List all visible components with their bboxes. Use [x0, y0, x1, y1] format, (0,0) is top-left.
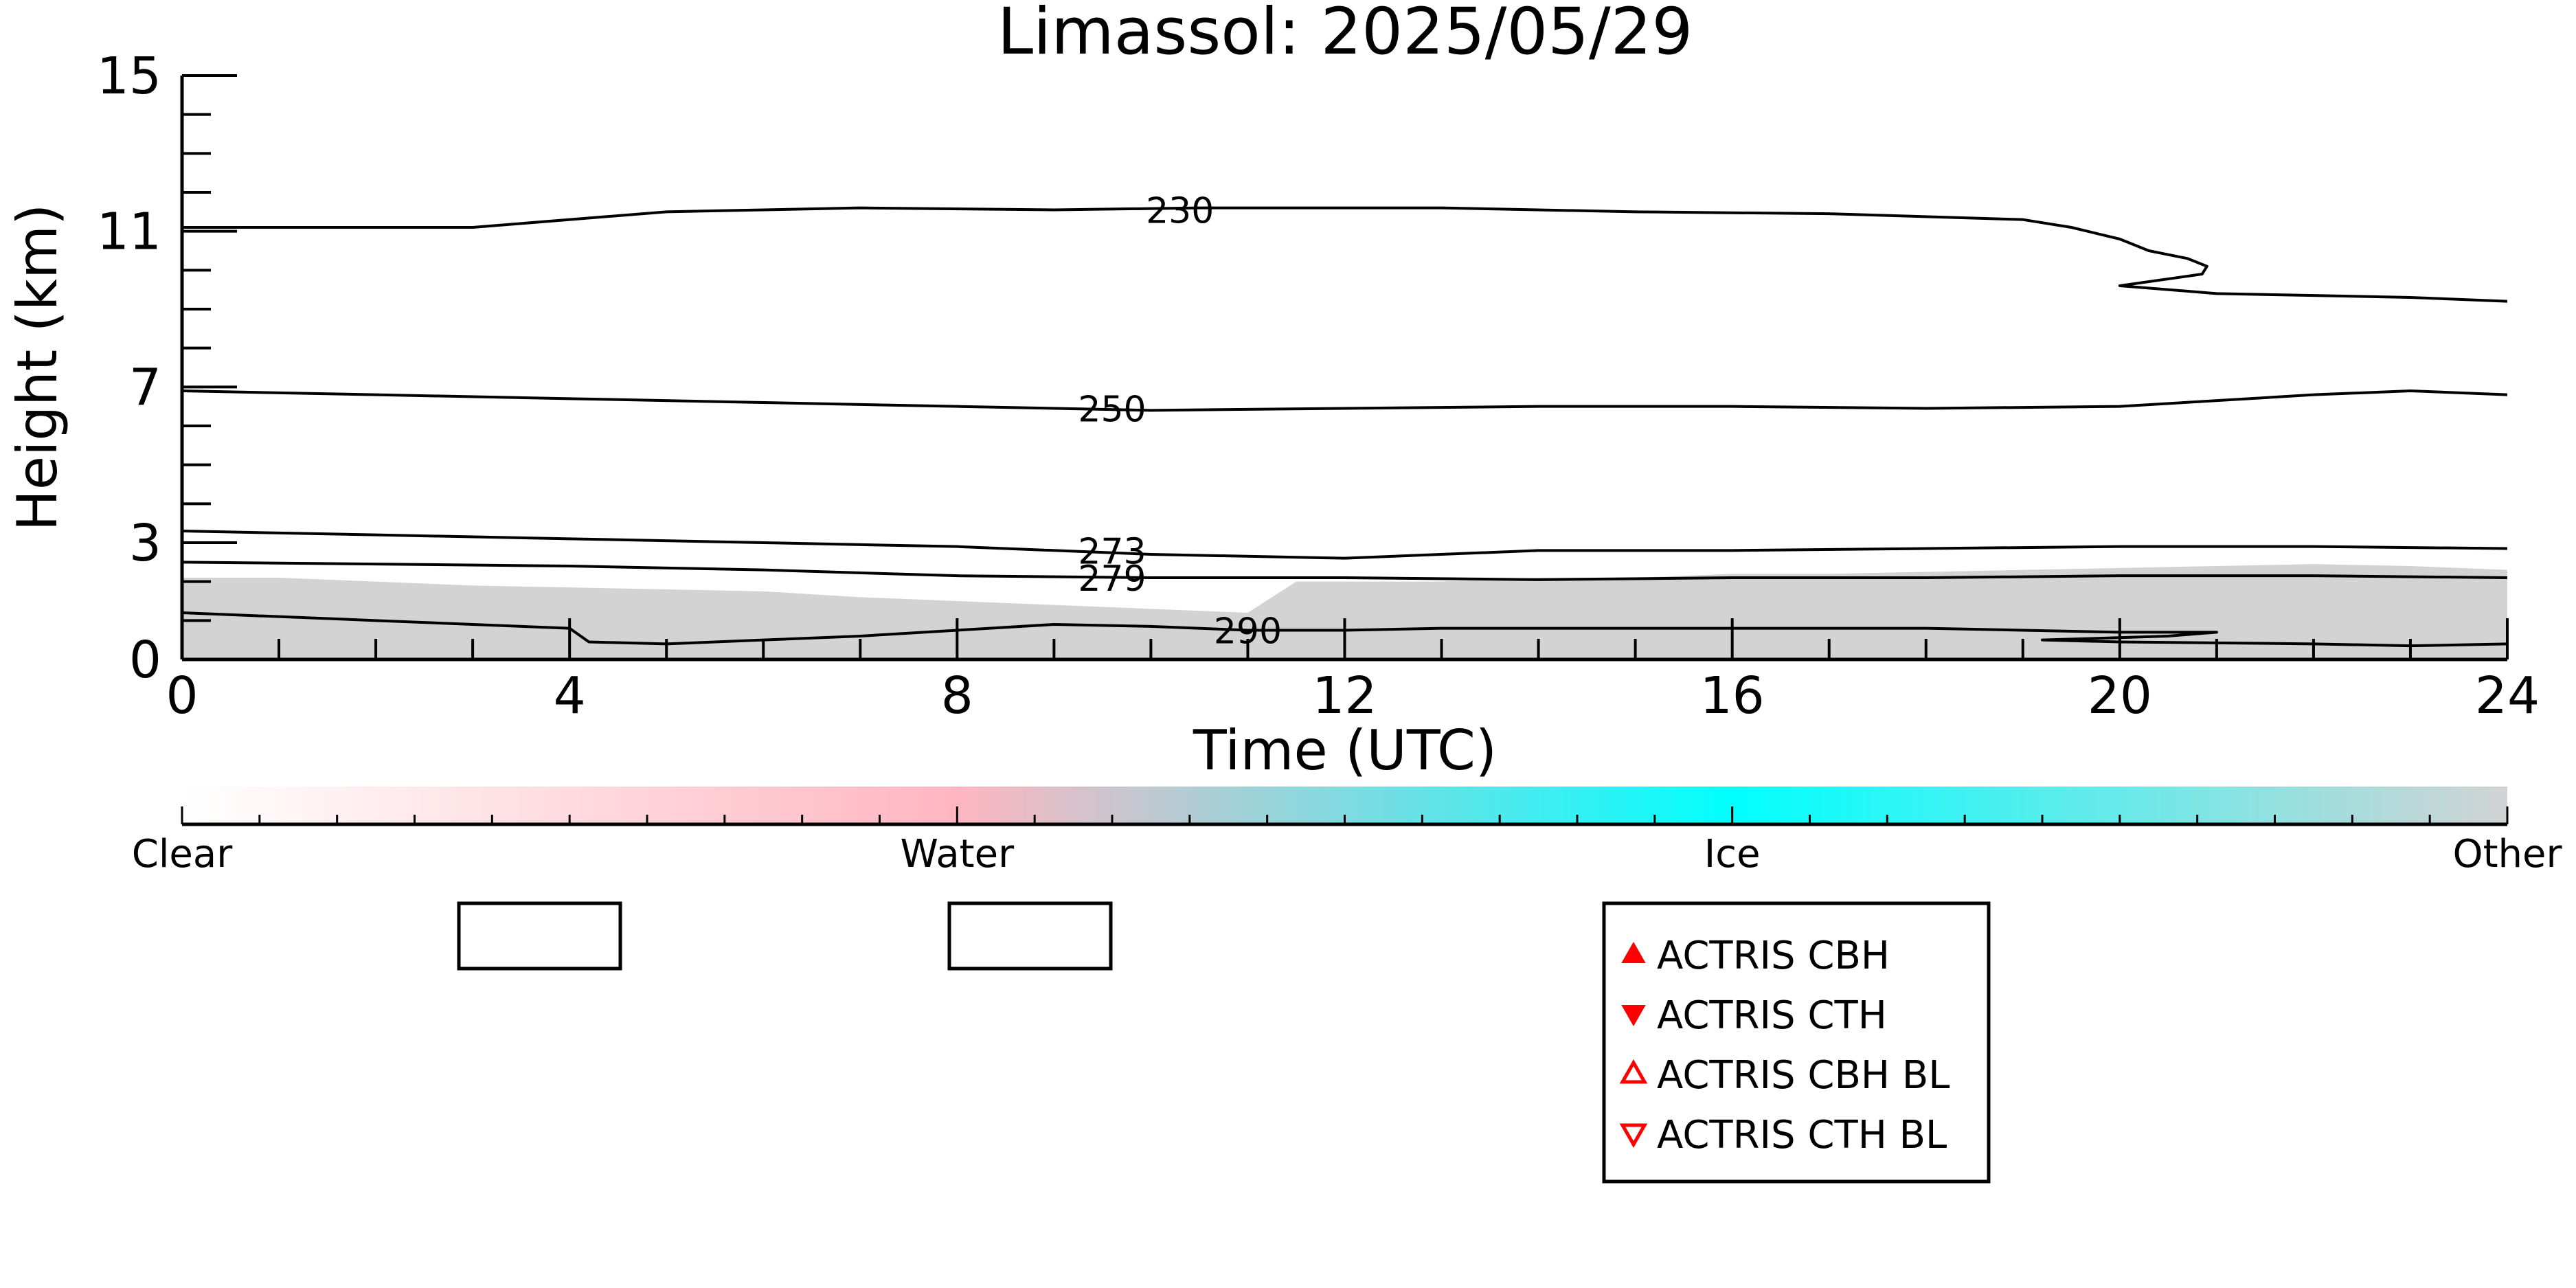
- contour-line-290: [182, 611, 2507, 648]
- contour-label-273: 273: [1078, 531, 1146, 572]
- contour-line-230: [182, 206, 2507, 303]
- y-tick-label: 15: [97, 47, 161, 106]
- x-tick-label: 4: [554, 666, 586, 725]
- cloud-area: [182, 564, 2507, 659]
- legend: ACTRIS CBH ACTRIS CTH ACTRIS CBH BL ACTRIS …: [1602, 901, 1991, 1184]
- x-tick-label: 8: [941, 666, 973, 725]
- y-axis-label: Height (km): [5, 204, 69, 532]
- chart-title: Limassol: 2025/05/29: [997, 0, 1693, 69]
- contour-line-279: [182, 561, 2507, 581]
- x-axis-label: Time (UTC): [1193, 719, 1497, 782]
- contour-line-273: [182, 530, 2507, 560]
- legend-frame: [1602, 901, 1991, 1184]
- colorbar-label-clear: Clear: [132, 832, 233, 877]
- x-tick-label: 20: [2088, 666, 2152, 725]
- contour-label-230: 230: [1146, 191, 1214, 232]
- legend-label: ACTRIS CBH BL: [1657, 1053, 1950, 1098]
- colorbar-label-other: Other: [2452, 832, 2562, 877]
- x-tick-label: 0: [166, 666, 198, 725]
- y-tick-label: 3: [129, 514, 161, 573]
- x-tick-label: 16: [1700, 666, 1765, 725]
- x-tick-label: 12: [1312, 666, 1377, 725]
- legend-marker-triangle-up-open: [1619, 1059, 1648, 1084]
- cloud-layer: [182, 564, 2507, 659]
- colorbar: Clear Water Ice Other: [132, 787, 2562, 877]
- legend-marker-triangle-up: [1621, 941, 1646, 963]
- contour-label-279: 279: [1078, 558, 1146, 600]
- x-tick-label: 24: [2475, 666, 2540, 725]
- legend-marker-triangle-down-open: [1619, 1123, 1648, 1149]
- legend-label: ACTRIS CBH: [1657, 934, 1890, 978]
- colorbar-label-water: Water: [901, 832, 1015, 877]
- y-tick-label: 7: [129, 358, 161, 417]
- legend-marker-triangle-down: [1621, 1005, 1646, 1027]
- contour-label-250: 250: [1078, 389, 1146, 431]
- y-axis-ticks: 0 3 7 11 15: [97, 47, 237, 690]
- x-axis-ticks: 0 4 8 12 16 20 24: [166, 618, 2540, 725]
- temperature-contours: [182, 206, 2507, 648]
- legend-label: ACTRIS CTH BL: [1657, 1113, 1947, 1157]
- empty-legend-box-1: [457, 901, 622, 971]
- y-tick-label: 11: [97, 203, 161, 262]
- y-tick-label: 0: [129, 631, 161, 690]
- empty-legend-box-2: [947, 901, 1113, 971]
- colorbar-label-ice: Ice: [1704, 832, 1761, 877]
- contour-line-250: [182, 389, 2507, 412]
- legend-label: ACTRIS CTH: [1657, 993, 1887, 1038]
